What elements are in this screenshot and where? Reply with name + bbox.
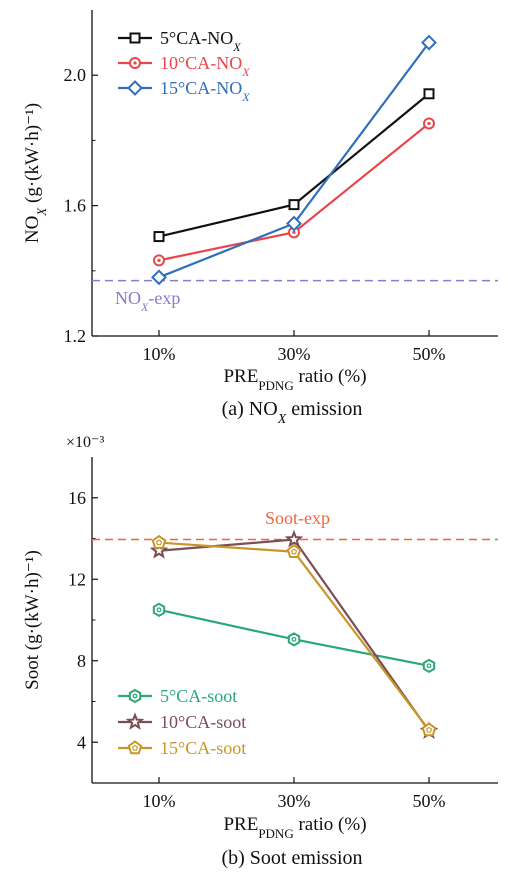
- legend-item: 5°CA-soot: [118, 686, 237, 706]
- data-point: [284, 529, 304, 548]
- legend-item: 5°CA-NOX: [118, 28, 241, 54]
- x-tick-label: 30%: [278, 344, 311, 364]
- legend-label: 5°CA-NOX: [160, 28, 241, 54]
- series-0: [153, 88, 435, 243]
- x-axis-label: PREPDNG ratio (%): [223, 366, 366, 393]
- legend-marker: [127, 80, 143, 96]
- legend-label: 15°CA-soot: [160, 738, 246, 758]
- y-axis-label: NOX (g·(kW·h)⁻¹): [22, 103, 49, 243]
- figure-caption: (b) Soot emission: [221, 847, 362, 869]
- legend-marker: [128, 688, 142, 704]
- legend-marker: [129, 32, 141, 44]
- data-point: [288, 226, 300, 239]
- series-0: [152, 602, 436, 673]
- legend-item: 15°CA-NOX: [118, 78, 250, 104]
- series-1: [153, 117, 435, 267]
- y-tick-label: 8: [77, 651, 86, 671]
- data-point: [286, 215, 302, 232]
- legend-item: 10°CA-NOX: [118, 53, 250, 79]
- series-line: [158, 122, 430, 262]
- data-point: [153, 231, 165, 243]
- series-line: [158, 92, 430, 238]
- legend-item: 15°CA-soot: [118, 738, 246, 758]
- chart-nox: 1.2 1.6 2.0 10% 30% 50% PREPDNG ratio (%) NOX (…: [22, 10, 498, 427]
- data-point: [423, 117, 435, 130]
- data-point: [151, 269, 167, 286]
- legend: 5°CA-soot 10°CA-soot 15°CA-soot: [118, 686, 246, 758]
- data-point: [287, 632, 301, 647]
- x-tick-label: 10%: [143, 791, 176, 811]
- y-tick-label: 1.6: [64, 196, 87, 216]
- data-point: [421, 722, 437, 737]
- data-point: [288, 199, 300, 211]
- series-2: [151, 34, 437, 286]
- y-axis-label: Soot (g·(kW·h)⁻¹): [22, 550, 43, 690]
- legend-label: 15°CA-NOX: [160, 78, 250, 104]
- data-point: [151, 534, 167, 549]
- y-tick-label: 12: [68, 569, 86, 589]
- x-tick-label: 50%: [413, 344, 446, 364]
- x-axis-label: PREPDNG ratio (%): [223, 814, 366, 841]
- y-tick-label: 4: [77, 732, 86, 752]
- data-point: [286, 544, 302, 559]
- data-point: [422, 658, 436, 673]
- x-tick-label: 50%: [413, 791, 446, 811]
- data-point: [421, 34, 437, 51]
- y-tick-label: 1.2: [64, 326, 87, 346]
- legend-item: 10°CA-soot: [118, 712, 246, 732]
- y-tick-label: 2.0: [64, 65, 87, 85]
- legend-label: 5°CA-soot: [160, 686, 237, 706]
- x-tick-label: 30%: [278, 791, 311, 811]
- y-tick-label: 16: [68, 488, 86, 508]
- data-point: [153, 254, 165, 267]
- reference-line-label: NOX-exp: [115, 288, 180, 314]
- x-tick-label: 10%: [143, 344, 176, 364]
- legend-marker: [125, 712, 145, 730]
- legend-label: 10°CA-NOX: [160, 53, 250, 79]
- figure-caption: (a) NOX emission: [222, 398, 363, 427]
- legend-marker: [127, 740, 143, 755]
- legend-label: 10°CA-soot: [160, 712, 246, 732]
- reference-line-label: Soot-exp: [265, 508, 330, 528]
- data-point: [423, 88, 435, 100]
- data-point: [149, 540, 169, 559]
- chart-soot: 4 8 12 16 ×10⁻³ 10% 30% 50% PREPDNG ratio (%) Soo…: [22, 434, 498, 869]
- series-2: [151, 534, 437, 737]
- y-multiplier: ×10⁻³: [66, 434, 104, 451]
- legend-marker: [129, 57, 141, 69]
- data-point: [152, 602, 166, 617]
